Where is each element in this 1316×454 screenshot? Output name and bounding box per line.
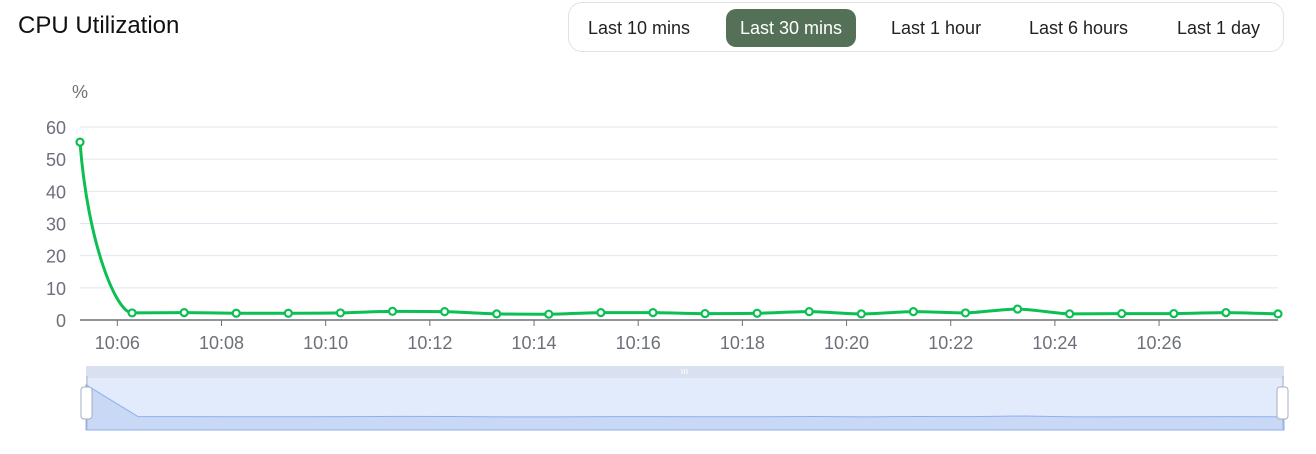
data-point [1012,304,1023,314]
y-tick-label: 40 [46,182,66,202]
data-zoom-preview-area [85,383,1285,431]
data-zoom-left-handle[interactable] [80,386,93,420]
y-axis-unit: % [72,82,88,102]
x-tick-label: 10:14 [512,333,557,353]
range-button-30-mins[interactable]: Last 30 mins [726,9,857,47]
x-tick-label: 10:26 [1137,333,1182,353]
data-point [544,309,554,319]
x-tick-label: 10:16 [616,333,661,353]
data-point [960,308,971,318]
data-zoom-right-handle[interactable] [1276,386,1289,420]
x-tick-label: 10:20 [824,333,869,353]
y-tick-label: 50 [46,150,66,170]
x-tick-label: 10:06 [95,333,140,353]
y-tick-label: 20 [46,247,66,267]
data-point [908,307,918,317]
data-point [648,308,658,318]
data-point [1169,308,1179,319]
range-button-1-day[interactable]: Last 1 day [1177,18,1261,38]
x-tick-label: 10:08 [199,333,244,353]
x-tick-label: 10:12 [407,333,452,353]
range-button-6-hours[interactable]: Last 6 hours [1029,18,1129,38]
x-tick-label: 10:18 [720,333,765,353]
data-point [492,309,502,319]
data-point [1221,308,1231,318]
data-point [335,308,346,318]
data-point [231,308,241,318]
y-tick-label: 60 [46,118,66,138]
data-point [75,137,85,147]
chart-title: CPU Utilization [18,12,180,39]
time-range-selector: Last 10 mins Last 30 mins Last 1 hour La… [568,2,1284,52]
data-point [752,308,762,318]
data-point [1273,309,1283,319]
series-line [78,142,1279,316]
x-tick-label: 10:22 [928,333,973,353]
data-point [804,307,814,317]
y-tick-label: 0 [56,311,66,331]
x-tick-label: 10:24 [1032,333,1077,353]
data-point [283,308,293,318]
x-tick-label: 10:10 [303,333,348,353]
range-button-10-mins[interactable]: Last 10 mins [588,18,691,38]
data-point [387,306,398,316]
data-point [127,308,137,318]
data-point [856,309,866,319]
y-tick-label: 10 [46,279,66,299]
data-point [1065,309,1075,319]
y-tick-label: 30 [46,215,66,235]
data-point [179,308,189,318]
data-point [596,308,606,318]
range-button-1-hour[interactable]: Last 1 hour [891,18,982,38]
data-point [700,308,710,319]
data-point [1117,308,1127,319]
data-point [440,307,450,317]
